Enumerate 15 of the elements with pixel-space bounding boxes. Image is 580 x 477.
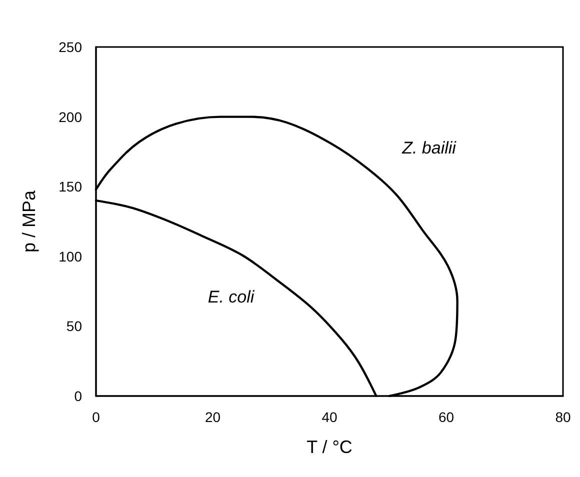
y-tick-label: 50 xyxy=(66,318,82,334)
y-tick-label: 250 xyxy=(58,39,82,55)
x-tick-label: 60 xyxy=(438,409,454,425)
y-tick-label: 150 xyxy=(58,178,82,195)
y-tick-label: 200 xyxy=(58,108,82,125)
y-tick-label: 100 xyxy=(58,248,82,264)
x-axis-title: T / °C xyxy=(306,437,352,457)
x-tick-label: 40 xyxy=(322,409,338,425)
y-tick-label: 0 xyxy=(74,388,82,404)
annotation: Z. bailii xyxy=(401,138,458,158)
x-tick-label: 20 xyxy=(204,409,221,425)
x-tick-label: 0 xyxy=(92,409,100,425)
x-tick-label: 80 xyxy=(555,409,571,425)
y-axis-title: p / MPa xyxy=(19,190,39,253)
annotation: E. coli xyxy=(208,288,256,306)
